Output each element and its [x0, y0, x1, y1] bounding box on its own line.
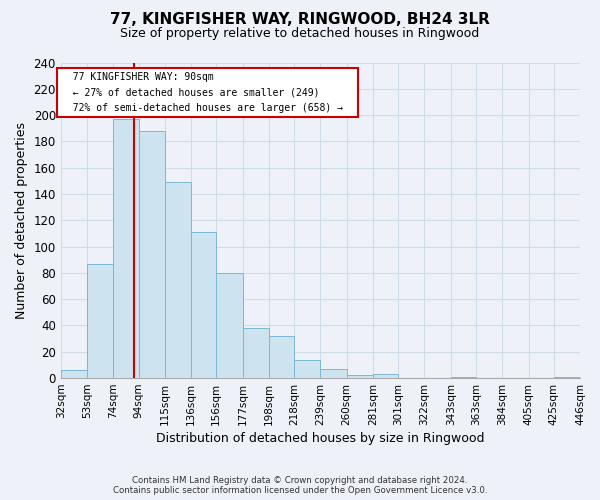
Text: Contains HM Land Registry data © Crown copyright and database right 2024.
Contai: Contains HM Land Registry data © Crown c…	[113, 476, 487, 495]
Bar	[191, 232, 217, 378]
Text: 77 KINGFISHER WAY: 90sqm  
  ← 27% of detached houses are smaller (249)  
  72% : 77 KINGFISHER WAY: 90sqm ← 27% of detach…	[61, 72, 355, 113]
Bar	[451, 377, 476, 378]
Bar	[320, 369, 347, 378]
Text: 77, KINGFISHER WAY, RINGWOOD, BH24 3LR: 77, KINGFISHER WAY, RINGWOOD, BH24 3LR	[110, 12, 490, 28]
Y-axis label: Number of detached properties: Number of detached properties	[15, 122, 28, 319]
Bar	[165, 182, 191, 378]
Bar	[294, 360, 320, 378]
Bar	[269, 336, 294, 378]
Bar	[87, 264, 113, 378]
X-axis label: Distribution of detached houses by size in Ringwood: Distribution of detached houses by size …	[156, 432, 485, 445]
Bar	[373, 374, 398, 378]
Bar	[242, 328, 269, 378]
Text: Size of property relative to detached houses in Ringwood: Size of property relative to detached ho…	[121, 28, 479, 40]
Bar	[554, 377, 580, 378]
Bar	[139, 131, 165, 378]
Bar	[113, 119, 139, 378]
Bar	[61, 370, 87, 378]
Bar	[347, 376, 373, 378]
Bar	[217, 273, 242, 378]
